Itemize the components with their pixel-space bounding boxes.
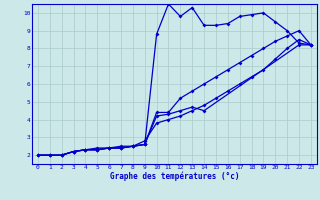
X-axis label: Graphe des températures (°c): Graphe des températures (°c) xyxy=(110,172,239,181)
